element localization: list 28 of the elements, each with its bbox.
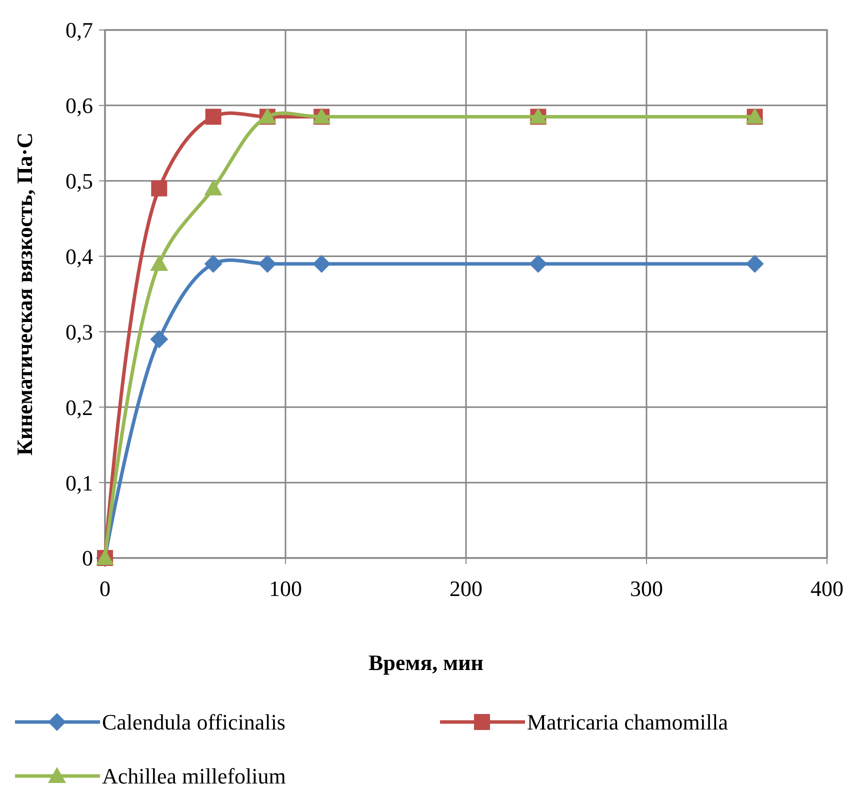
y-tick-label: 0,7 <box>66 18 93 43</box>
y-axis-title: Кинематическая вязкость, Па·С <box>12 132 37 456</box>
point <box>258 254 276 273</box>
x-tick-label: 300 <box>630 576 663 601</box>
x-tick-label: 200 <box>450 576 482 601</box>
point <box>151 180 168 196</box>
y-tick-label: 0,2 <box>66 394 93 420</box>
y-tick-label: 0,5 <box>66 168 93 194</box>
x-tick-label: 400 <box>810 576 844 601</box>
x-axis-title: Время, мин <box>368 650 484 675</box>
point <box>150 330 168 348</box>
y-tick-label: 0,1 <box>66 470 93 496</box>
point <box>205 108 222 125</box>
point <box>150 254 168 271</box>
legend-label: Matricaria chamomilla <box>527 710 728 735</box>
x-tick-label: 100 <box>269 576 302 601</box>
point <box>312 254 331 273</box>
y-tick-label: 0,4 <box>66 244 93 269</box>
y-tick-label: 0,6 <box>66 93 93 118</box>
y-tick-label: 0 <box>82 546 93 571</box>
point <box>746 254 764 273</box>
point <box>204 254 222 273</box>
point <box>204 179 222 196</box>
point <box>529 254 548 273</box>
y-tick-label: 0,3 <box>66 319 93 344</box>
x-tick-label: 0 <box>100 576 110 601</box>
legend-label: Calendula officinalis <box>102 710 286 735</box>
legend-label: Achillea millefolium <box>102 764 286 789</box>
